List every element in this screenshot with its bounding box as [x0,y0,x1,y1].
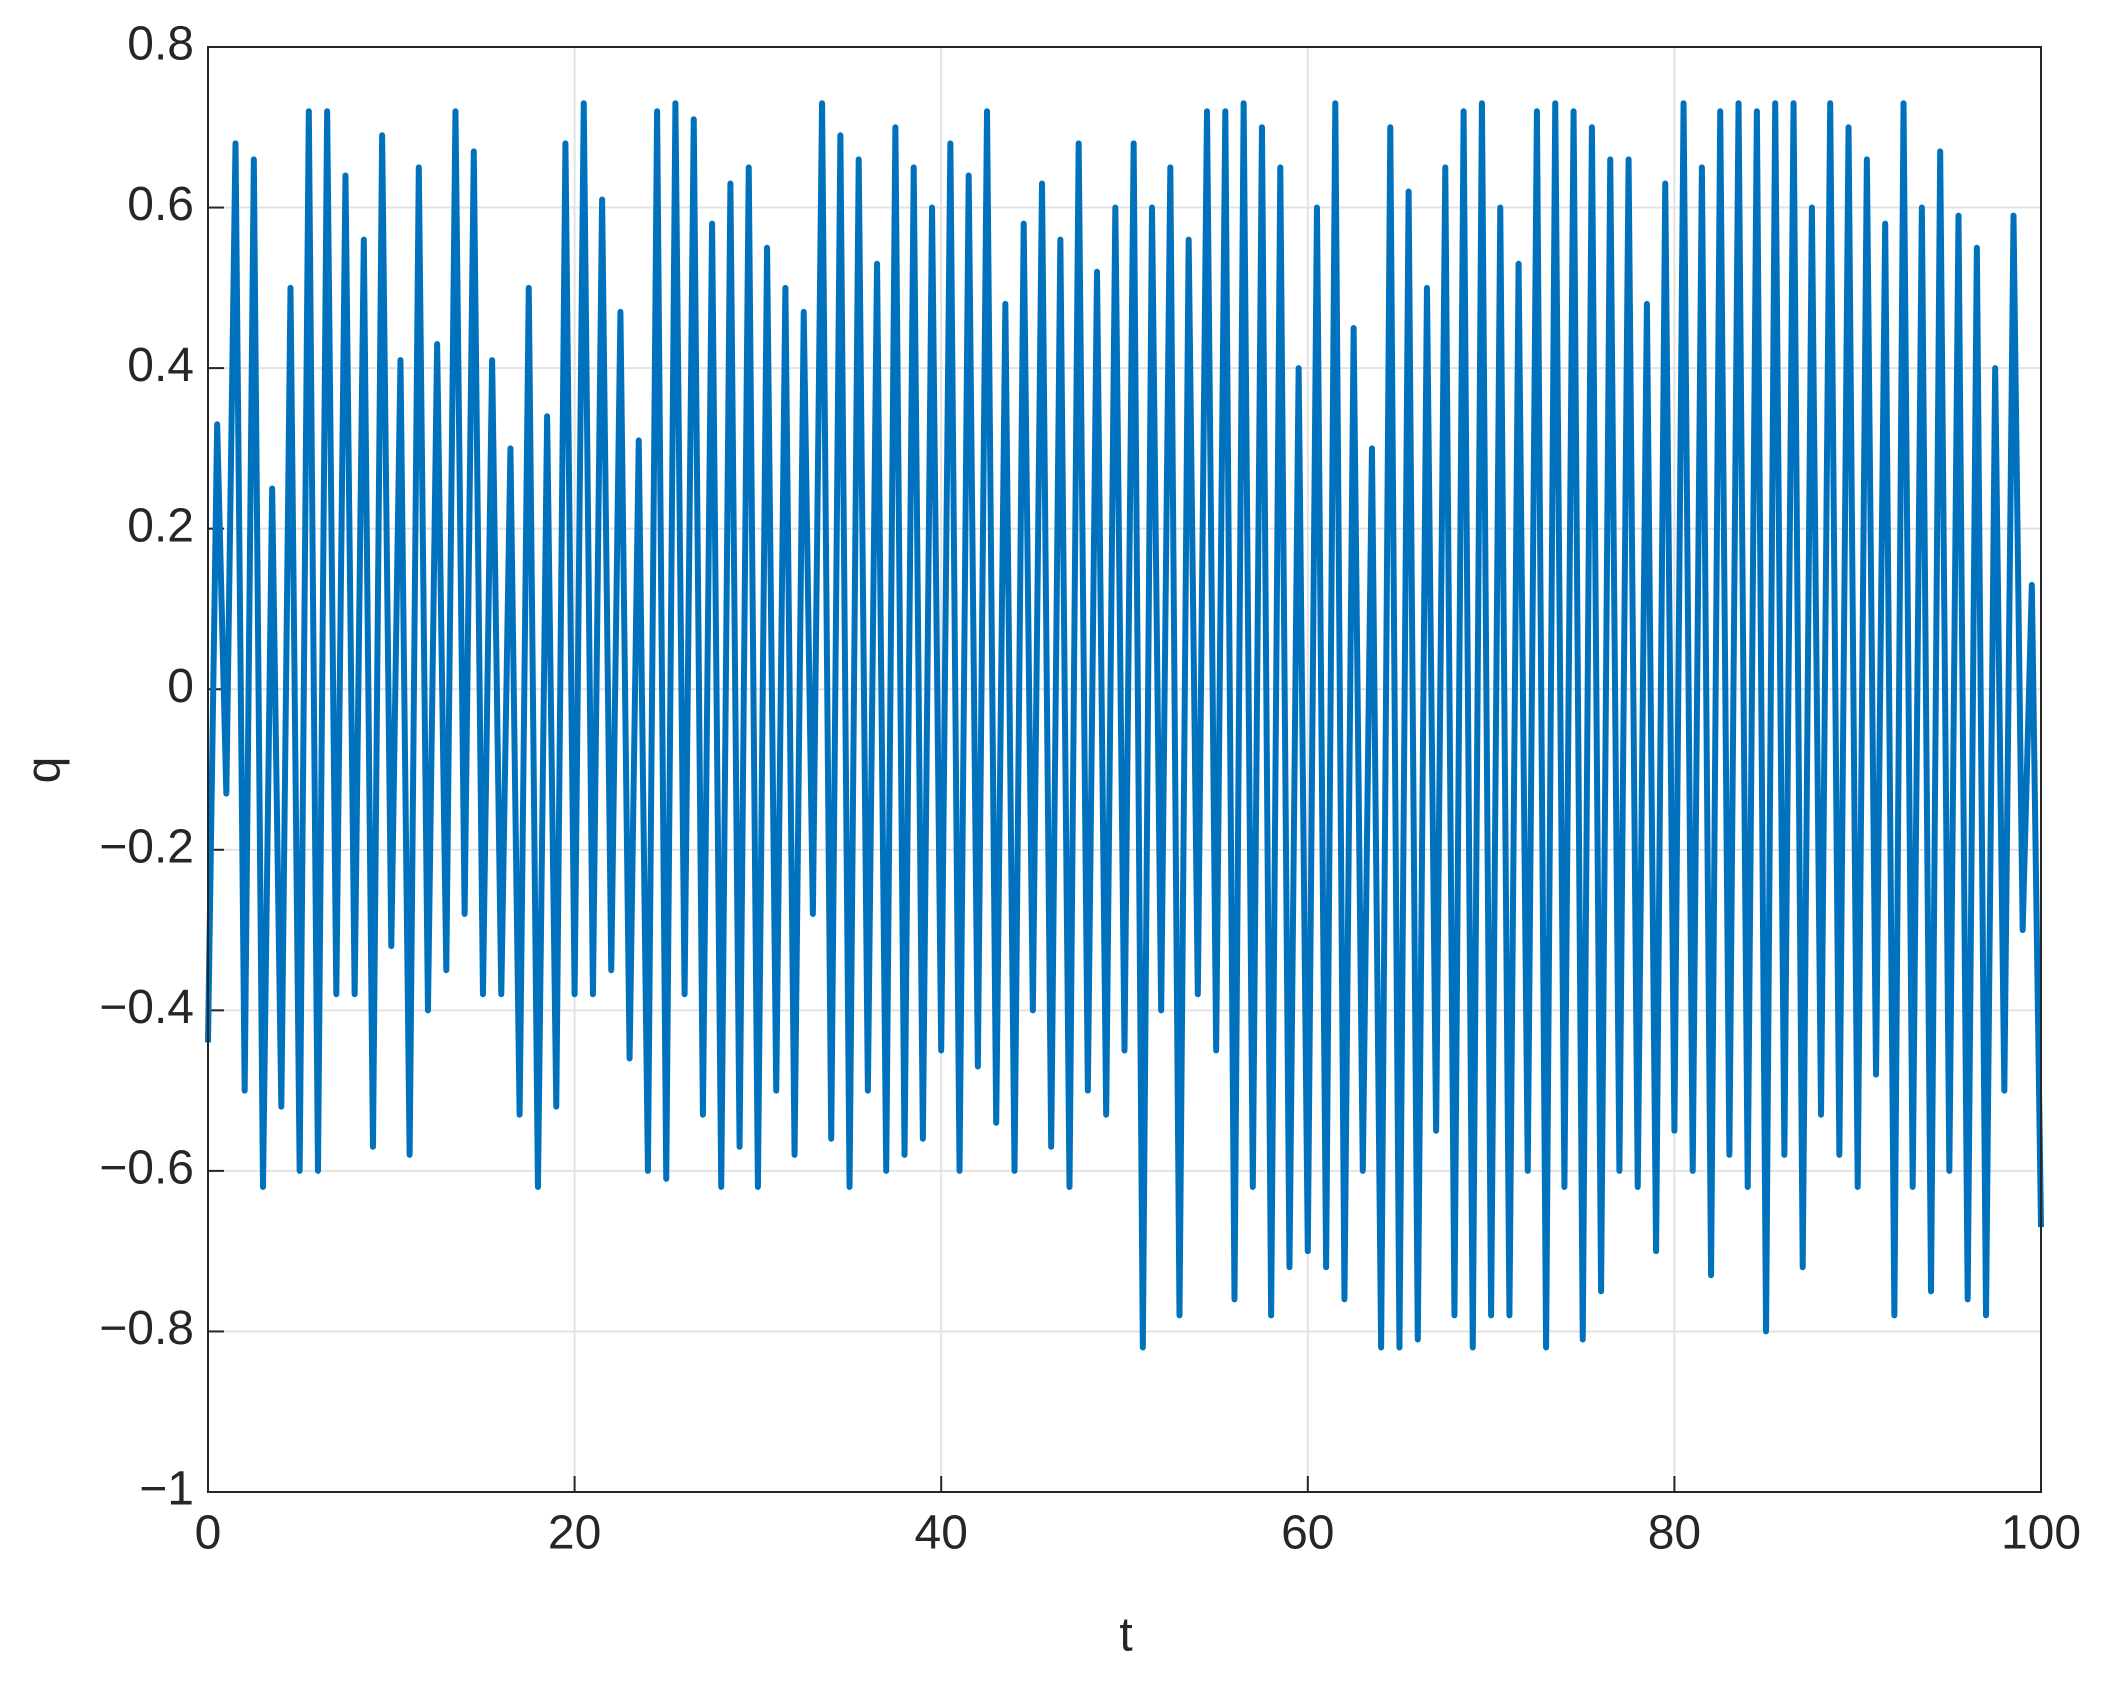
y-tick-label: −0.6 [99,1142,194,1195]
y-tick-label: −0.8 [99,1302,194,1355]
y-tick-label: −0.2 [99,820,194,873]
axes-box [207,46,2042,1493]
y-tick-label: 0.6 [127,178,194,231]
x-tick-label: 100 [2001,1507,2081,1560]
y-tick-label: 0.8 [127,18,194,71]
data-line [205,100,2044,1351]
x-tick-label: 0 [195,1507,222,1560]
y-tick-label: 0.2 [127,499,194,552]
y-axis-label: q [18,757,71,784]
x-tick-label: 20 [548,1507,601,1560]
x-tick-label: 60 [1281,1507,1334,1560]
x-tick-label: 80 [1648,1507,1701,1560]
y-tick-label: 0 [167,660,194,713]
y-tick-label: −1 [139,1463,194,1516]
y-tick-label: 0.4 [127,339,194,392]
y-tick-label: −0.4 [99,981,194,1034]
x-axis-label: t [1119,1609,1132,1662]
x-tick-label: 40 [915,1507,968,1560]
